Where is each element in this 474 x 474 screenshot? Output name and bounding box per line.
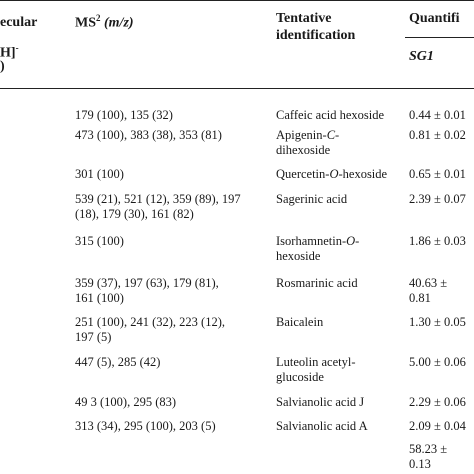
ms-line: 197 (5)	[75, 330, 112, 344]
sg1-label: SG1	[409, 49, 434, 64]
identification-cell: Sagerinic acid	[276, 192, 347, 207]
identification-line2: identification	[276, 28, 356, 43]
identification-cell: Isorhamnetin-O- hexoside	[276, 234, 359, 264]
id-line: Salvianolic acid A	[276, 419, 368, 433]
q-line: 0.44 ± 0.01	[409, 108, 466, 122]
quant-cell: 58.23 ± 0.13	[409, 442, 447, 472]
column-header-ion-sup: -	[15, 43, 19, 53]
id-line: Salvianolic acid J	[276, 395, 365, 409]
quantification-subrule	[405, 37, 474, 38]
id-line: glucoside	[276, 370, 324, 384]
ms-label: MS	[75, 15, 96, 31]
identification-cell: Apigenin-C- dihexoside	[276, 128, 339, 158]
q-line: 40.63 ±	[409, 276, 448, 290]
q-line: 2.29 ± 0.06	[409, 395, 466, 409]
identification-cell: Quercetin-O-hexoside	[276, 167, 387, 182]
quant-cell: 1.30 ± 0.05	[409, 315, 466, 330]
ms-line: 447 (5), 285 (42)	[75, 355, 161, 369]
id-line: Baicalein	[276, 315, 324, 329]
ms-cell: 251 (100), 241 (32), 223 (12), 197 (5)	[75, 315, 225, 345]
ms-cell: 301 (100)	[75, 167, 124, 182]
ms-cell: 539 (21), 521 (12), 359 (89), 197 (18), …	[75, 192, 241, 222]
q-line: 0.65 ± 0.01	[409, 167, 466, 181]
quant-cell: 2.09 ± 0.04	[409, 419, 466, 434]
id-line: Caffeic acid hexoside	[276, 108, 385, 122]
quantification-label: Quantifi	[409, 11, 460, 26]
table-top-rule	[0, 0, 474, 1]
q-line: 2.39 ± 0.07	[409, 192, 466, 206]
quant-cell: 2.39 ± 0.07	[409, 192, 466, 207]
ms-cell: 359 (37), 197 (63), 179 (81), 161 (100)	[75, 276, 219, 306]
ms-cell: 49 3 (100), 295 (83)	[75, 395, 176, 410]
quant-cell: 1.86 ± 0.03	[409, 234, 466, 249]
quant-cell: 0.81 ± 0.02	[409, 128, 466, 143]
identification-line1: Tentative	[276, 11, 332, 26]
id-line: Sagerinic acid	[276, 192, 348, 206]
ms-cell: 179 (100), 135 (32)	[75, 108, 173, 123]
q-line: 0.13	[409, 457, 431, 471]
ms-line: 251 (100), 241 (32), 223 (12),	[75, 315, 225, 329]
column-header-ion-text: H]	[0, 45, 16, 61]
ms-line: 179 (100), 135 (32)	[75, 108, 173, 122]
id-line: hexoside	[276, 249, 321, 263]
column-header-quantification: Quantifi	[409, 10, 460, 27]
quant-cell: 0.44 ± 0.01	[409, 108, 466, 123]
q-line: 0.81 ± 0.02	[409, 128, 466, 142]
quant-cell: 2.29 ± 0.06	[409, 395, 466, 410]
column-header-ion-close: )	[0, 58, 5, 75]
id-line: Isorhamnetin-O-	[276, 234, 360, 248]
column-header-molecular: ecular	[0, 14, 37, 31]
id-line: dihexoside	[276, 143, 331, 157]
q-line: 2.09 ± 0.04	[409, 419, 466, 433]
quant-cell: 40.63 ± 0.81	[409, 276, 447, 306]
q-line: 0.81	[409, 291, 431, 305]
ms-unit: (m/z)	[104, 15, 134, 31]
column-header-ms2: MS2 (m/z)	[75, 10, 134, 32]
ms-line: 313 (34), 295 (100), 203 (5)	[75, 419, 216, 433]
ms-line: (18), 179 (30), 161 (82)	[75, 207, 194, 221]
identification-cell: Salvianolic acid J	[276, 395, 364, 410]
ms-line: 301 (100)	[75, 167, 124, 181]
ms-line: 539 (21), 521 (12), 359 (89), 197	[75, 192, 241, 206]
id-line: Luteolin acetyl-	[276, 355, 356, 369]
column-header-ion: H]-	[0, 40, 19, 62]
column-header-sg1: SG1	[409, 48, 434, 65]
quant-cell: 5.00 ± 0.06	[409, 355, 466, 370]
ms-line: 359 (37), 197 (63), 179 (81),	[75, 276, 219, 290]
identification-cell: Rosmarinic acid	[276, 276, 358, 291]
id-line: Apigenin-C-	[276, 128, 340, 142]
ms-line: 49 3 (100), 295 (83)	[75, 395, 177, 409]
table-header-rule	[0, 88, 474, 89]
q-line: 58.23 ±	[409, 442, 448, 456]
quant-cell: 0.65 ± 0.01	[409, 167, 466, 182]
column-header-molecular-line1: ecular	[0, 15, 38, 30]
q-line: 5.00 ± 0.06	[409, 355, 466, 369]
ms-cell: 315 (100)	[75, 234, 124, 249]
q-line: 1.86 ± 0.03	[409, 234, 466, 248]
ms-sup: 2	[96, 13, 101, 23]
ms-line: 315 (100)	[75, 234, 124, 248]
ms-line: 473 (100), 383 (38), 353 (81)	[75, 128, 222, 142]
ms-line: 161 (100)	[75, 291, 124, 305]
column-header-identification: Tentative identification	[276, 10, 355, 44]
identification-cell: Luteolin acetyl- glucoside	[276, 355, 355, 385]
ms-cell: 473 (100), 383 (38), 353 (81)	[75, 128, 222, 143]
identification-cell: Salvianolic acid A	[276, 419, 368, 434]
identification-cell: Caffeic acid hexoside	[276, 108, 384, 123]
id-line: Rosmarinic acid	[276, 276, 358, 290]
ms-cell: 447 (5), 285 (42)	[75, 355, 160, 370]
identification-cell: Baicalein	[276, 315, 323, 330]
column-header-ion-close-text: )	[0, 59, 5, 74]
ms-cell: 313 (34), 295 (100), 203 (5)	[75, 419, 216, 434]
id-line: Quercetin-O-hexoside	[276, 167, 388, 181]
q-line: 1.30 ± 0.05	[409, 315, 466, 329]
